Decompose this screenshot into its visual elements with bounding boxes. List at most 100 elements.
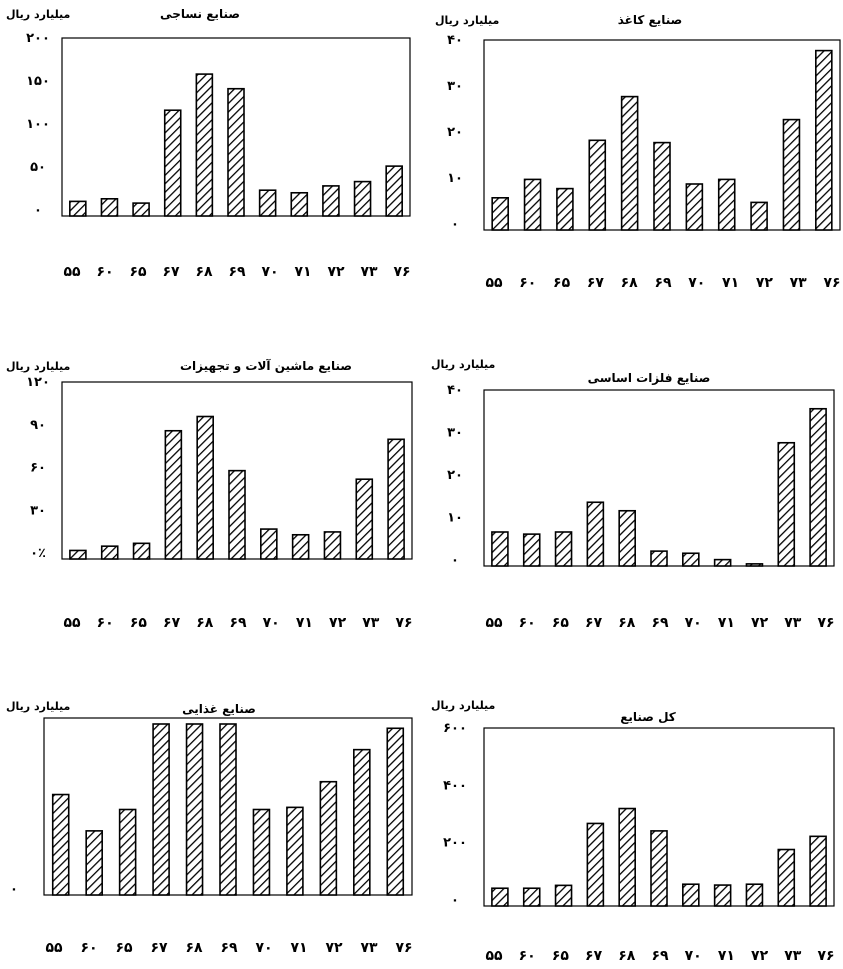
x-tick-label: ۷۲ [756, 275, 774, 291]
x-tick-label: ۷۱ [290, 940, 307, 956]
chart-panel-1: صنایع کاغذ میلیارد ریال ۰ ۱۰ ۲۰ ۳۰ ۴۰ ۵۵ ۶۰ ۶۵ ۶۷ ۶… [435, 13, 841, 291]
x-tick-label: ۵۵ [45, 940, 63, 956]
bar-8 [323, 531, 342, 560]
bar-7 [713, 884, 732, 907]
bar-1 [100, 198, 119, 217]
y-tick-label: ۴۰ [447, 33, 463, 48]
x-tick-label: ۷۱ [296, 615, 313, 631]
bar-7 [290, 191, 309, 217]
bar-9 [353, 748, 371, 896]
y-tick-label: ۰٪ [30, 546, 46, 561]
bar-5 [228, 469, 246, 560]
x-tick-label: ۷۱ [718, 615, 735, 631]
bar-9 [777, 848, 796, 907]
bar-0 [69, 200, 87, 217]
bar-6 [252, 808, 271, 896]
y-tick-label: ۶۰ [30, 461, 46, 476]
bar-3 [586, 822, 605, 907]
y-tick-label: ۲۰ [447, 468, 463, 483]
x-tick-label: ۶۸ [621, 275, 639, 291]
x-tick-label: ۵۵ [485, 275, 503, 291]
bar-2 [118, 808, 137, 896]
bar-6 [682, 552, 700, 567]
bar-4 [618, 807, 636, 907]
bar-9 [782, 118, 801, 231]
x-tick-label: ۶۸ [185, 940, 203, 956]
x-tick-label: ۶۷ [150, 940, 168, 956]
bar-1 [85, 830, 103, 896]
bar-6 [685, 183, 704, 231]
y-unit-label: میلیارد ریال [6, 700, 70, 713]
y-tick-label: ۳۰ [30, 503, 46, 518]
x-tick-label: ۶۵ [129, 264, 147, 280]
y-tick-label: ۰ [451, 893, 459, 908]
x-tick-label: ۶۵ [115, 940, 133, 956]
y-tick-label: ۶۰۰ [443, 721, 467, 736]
bar-0 [491, 887, 509, 907]
bar-5 [650, 550, 668, 567]
bar-6 [682, 883, 700, 907]
bar-10 [385, 165, 403, 217]
bar-8 [322, 185, 340, 217]
bar-4 [185, 723, 204, 896]
bar-1 [522, 533, 541, 567]
y-tick-label: ۲۰۰ [26, 31, 50, 46]
x-tick-label: ۷۲ [751, 948, 769, 964]
x-tick-label: ۶۸ [618, 948, 636, 964]
bar-1 [522, 887, 541, 907]
bar-3 [152, 723, 170, 896]
x-tick-label: ۶۵ [552, 615, 570, 631]
chart-panel-0: صنایع نساجی میلیارد ریال ۰ ۵۰ ۱۰۰ ۱۵۰ ۲۰۰ ۵۵ ۶۰ ۶… [6, 7, 411, 280]
y-unit-label: میلیارد ریال [431, 358, 495, 371]
x-tick-label: ۶۹ [651, 615, 669, 631]
x-tick-label: ۷۰ [255, 940, 272, 956]
bar-1 [523, 178, 542, 231]
x-tick-label: ۷۲ [751, 615, 769, 631]
y-tick-label: ۰ [451, 553, 459, 568]
bar-10 [387, 438, 405, 560]
y-tick-label: ۵۰ [30, 160, 46, 175]
x-tick-label: ۶۸ [195, 264, 213, 280]
x-tick-label: ۷۱ [722, 275, 739, 291]
bar-4 [620, 95, 639, 231]
x-tick-label: ۶۰ [519, 948, 536, 964]
y-tick-label: ۴۰۰ [443, 778, 467, 793]
x-tick-label: ۷۰ [685, 615, 702, 631]
x-tick-label: ۷۶ [817, 615, 834, 631]
y-unit-label: میلیارد ریال [435, 14, 499, 27]
chart-title: صنایع غذایی [182, 702, 256, 716]
chart-panel-4: صنایع غذایی میلیارد ریال ۰ ۵۵ ۶۰ ۶۵ ۶۷ ۶۸ ۶۹ ۷۰ ۷۱… [6, 700, 413, 956]
x-tick-label: ۶۵ [552, 948, 570, 964]
y-tick-label: ۱۲۰ [26, 375, 50, 390]
y-tick-label: ۲۰ [447, 125, 463, 140]
x-tick-label: ۶۹ [220, 940, 238, 956]
x-tick-label: ۶۸ [618, 615, 636, 631]
chart-panel-5: کل صنایع میلیارد ریال ۰ ۲۰۰ ۴۰۰ ۶۰۰ ۵۵ ۶۰ ۶۵ ۶۷ ۶۸… [431, 699, 835, 964]
x-tick-label: ۷۰ [261, 264, 278, 280]
bar-8 [745, 563, 764, 567]
bar-8 [745, 883, 764, 907]
y-tick-label: ۱۰ [447, 171, 463, 186]
bar-4 [195, 73, 214, 217]
bar-3 [163, 109, 182, 217]
x-tick-label: ۶۵ [130, 615, 148, 631]
x-tick-label: ۶۰ [96, 264, 113, 280]
x-tick-label: ۶۵ [553, 275, 571, 291]
bar-10 [809, 835, 827, 907]
x-tick-label: ۷۲ [325, 940, 343, 956]
bar-10 [386, 727, 405, 896]
bar-10 [809, 407, 827, 567]
bar-9 [353, 180, 372, 217]
x-tick-label: ۶۹ [654, 275, 672, 291]
bar-4 [618, 509, 636, 567]
x-tick-label: ۷۳ [360, 940, 378, 956]
y-tick-label: ۱۵۰ [26, 74, 50, 89]
x-tick-label: ۶۰ [97, 615, 114, 631]
bar-6 [260, 528, 278, 560]
bar-0 [491, 197, 509, 231]
bar-2 [554, 531, 573, 567]
bar-10 [815, 49, 833, 231]
y-tick-label: ۹۰ [30, 418, 46, 433]
y-tick-label: ۰ [34, 203, 42, 218]
x-tick-label: ۶۰ [519, 275, 536, 291]
